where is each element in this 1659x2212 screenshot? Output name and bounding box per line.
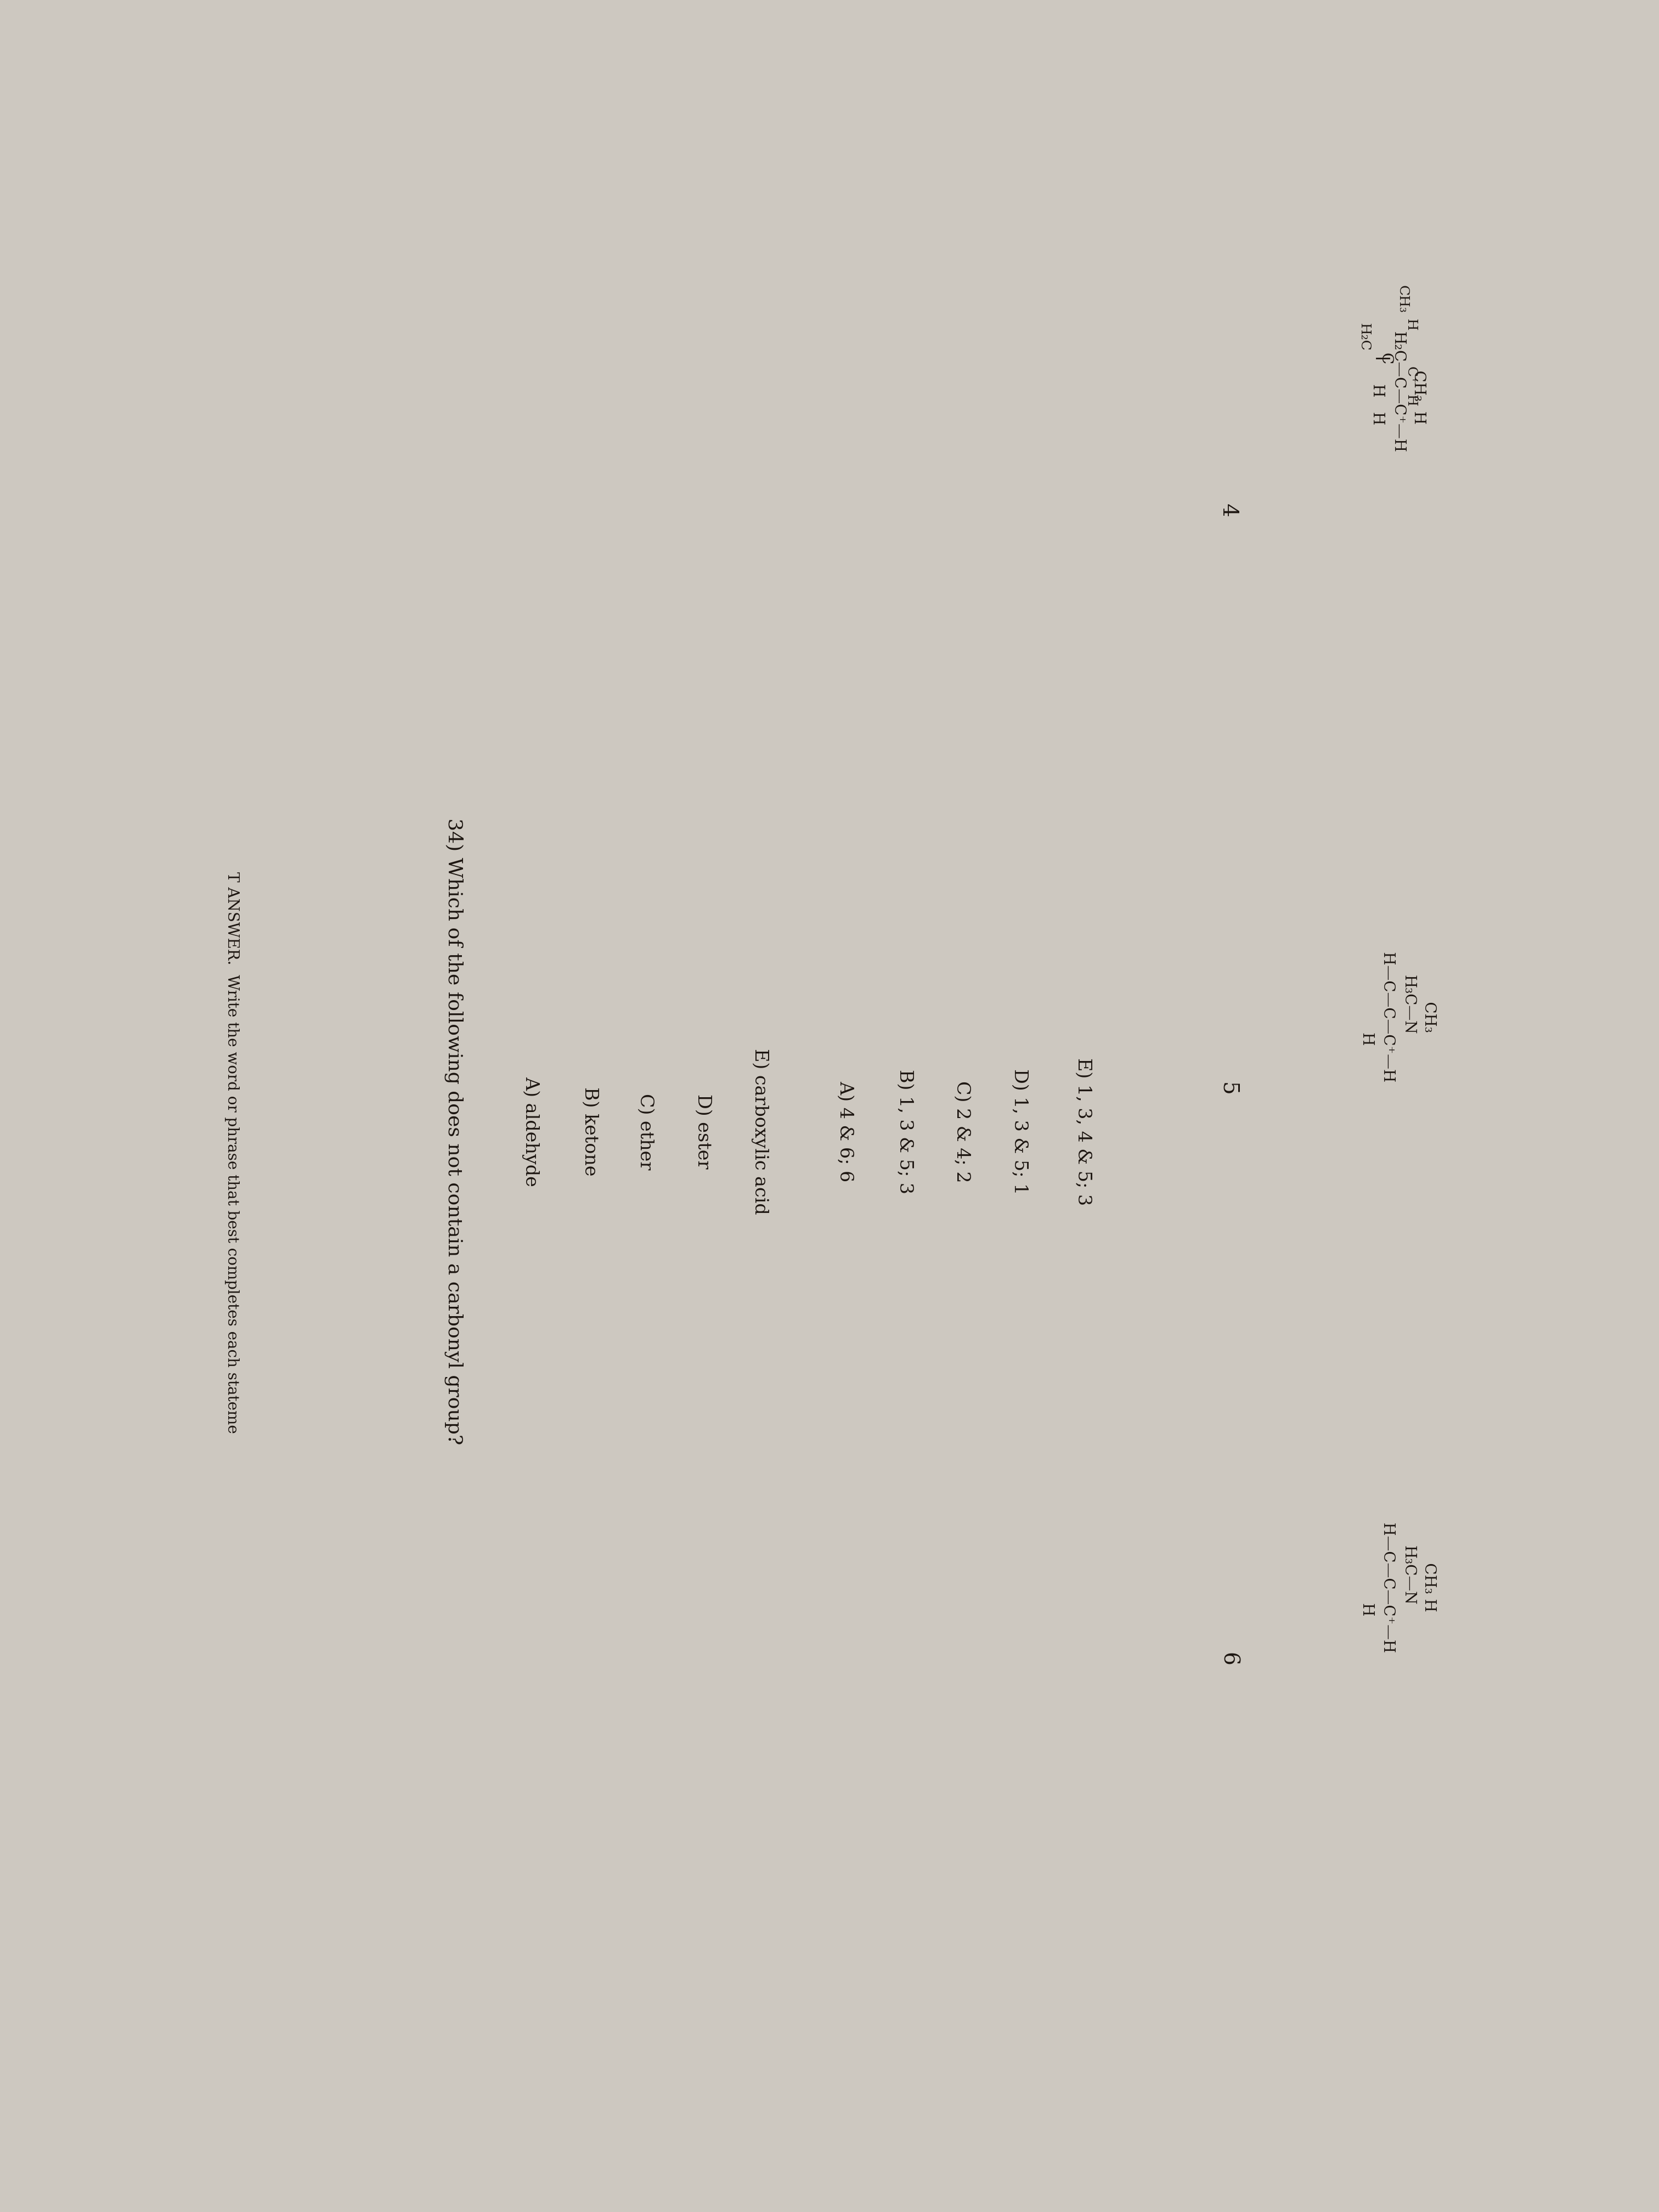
- Text: H: H: [1404, 319, 1417, 330]
- Text: 4: 4: [1218, 504, 1238, 518]
- Text: T ANSWER.  Write the word or phrase that best completes each stateme: T ANSWER. Write the word or phrase that …: [224, 872, 239, 1433]
- Text: H: H: [1404, 394, 1417, 407]
- Text: E) carboxylic acid: E) carboxylic acid: [752, 1048, 770, 1214]
- Text: H₂C: H₂C: [1357, 323, 1370, 352]
- Text: E) 1, 3, 4 & 5; 3: E) 1, 3, 4 & 5; 3: [1075, 1057, 1092, 1206]
- Text: D) 1, 3 & 5; 1: D) 1, 3 & 5; 1: [1010, 1068, 1029, 1194]
- Text: B) ketone: B) ketone: [581, 1086, 599, 1177]
- Text: CH₃: CH₃: [1395, 285, 1408, 314]
- Text: C: C: [1377, 352, 1392, 365]
- Text: CH₃
H₃C—N
     H—C—C—C⁺—H
              H: CH₃ H₃C—N H—C—C—C⁺—H H: [1360, 927, 1437, 1082]
- Text: CH₃ H
H₃C—N
     H—C—C—C⁺—H
              H: CH₃ H H₃C—N H—C—C—C⁺—H H: [1360, 1498, 1437, 1652]
- Text: A) 4 & 6; 6: A) 4 & 6; 6: [836, 1082, 854, 1181]
- Text: B) 1, 3 & 5; 3: B) 1, 3 & 5; 3: [896, 1068, 914, 1194]
- Text: D) ester: D) ester: [693, 1095, 712, 1168]
- Text: 6: 6: [1218, 1652, 1238, 1666]
- Text: 5: 5: [1218, 1082, 1238, 1095]
- Text: C⁺: C⁺: [1404, 367, 1417, 385]
- Text: C) 2 & 4; 2: C) 2 & 4; 2: [954, 1079, 971, 1181]
- Text: A) aldehyde: A) aldehyde: [521, 1077, 539, 1186]
- Text: CH₃  H
H₂C—C—C⁺—H
     H   H: CH₃ H H₂C—C—C⁺—H H H: [1370, 332, 1425, 453]
- Text: 34) Which of the following does not contain a carbonyl group?: 34) Which of the following does not cont…: [445, 818, 463, 1444]
- Text: C) ether: C) ether: [637, 1093, 654, 1170]
